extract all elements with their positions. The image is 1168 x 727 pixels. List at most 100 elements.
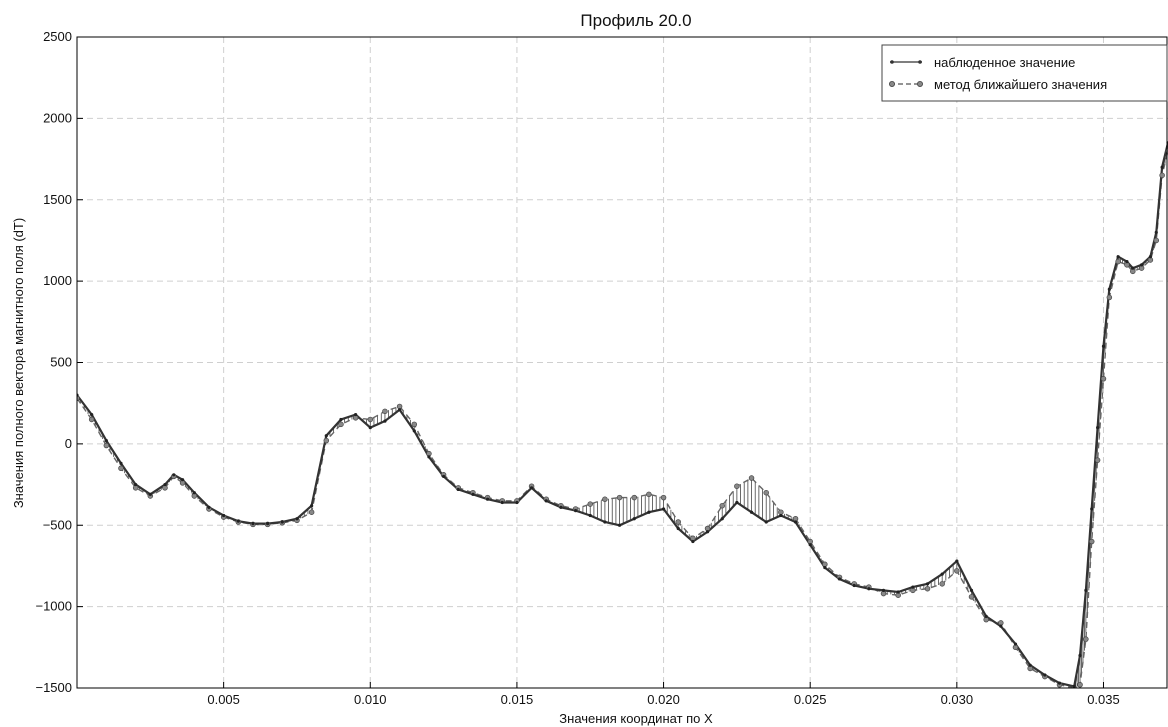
series-observed-point [1078,653,1082,658]
series-observed-point [999,624,1003,628]
series-nearest-point [1088,538,1095,545]
series-observed-point [881,588,886,592]
series-nearest-point [968,594,975,600]
series-observed-point [1101,344,1106,348]
tick-layer: 0.005 0.010 0.015 0.020 0.025 0.030 0.035 −1500… [35,29,1119,707]
x-tick-label: 0.015 [501,692,534,707]
series-observed-point [180,478,185,482]
x-tick-label: 0.010 [354,692,387,707]
series-observed-point [441,474,446,479]
series-observed-point [251,522,255,526]
y-tick-label: −1000 [35,599,72,614]
series-observed-point [500,500,504,505]
series-nearest-point [939,581,945,587]
series-observed-point [90,412,94,417]
series-observed-point [720,517,724,521]
series-observed-point [837,577,842,581]
series-observed-point [544,499,548,503]
series-observed-point [632,517,636,521]
series-observed-point [940,572,944,576]
series-observed-point [955,559,959,563]
series-nearest-point [646,491,652,498]
series-observed-point [676,526,680,531]
series-observed-point [1084,588,1088,592]
series-observed-point [867,587,871,591]
grid-layer [77,37,1168,688]
series-observed-point [368,426,372,430]
y-tick-label: 2000 [43,110,72,125]
series-observed-point [266,522,270,526]
series-observed-point [1107,287,1111,291]
legend-box [881,44,1168,102]
y-tick-label: 1500 [43,192,72,207]
legend-marker-nearest-dot [889,81,896,88]
chart-title: Профиль 20.0 [580,11,691,30]
series-observed-point [222,513,226,518]
series-nearest-point [1083,636,1089,642]
series-nearest-point [924,585,931,592]
legend-marker-observed-dot [918,60,922,64]
series-observed-point [280,520,284,524]
series-observed-point [984,614,988,618]
series-nearest-point [719,502,725,509]
series-observed-point [925,582,930,586]
series-observed-point [735,500,739,505]
series-nearest-point [1106,294,1113,301]
y-tick-label: 2500 [43,29,72,44]
series-observed-point [456,487,460,492]
legend-marker-nearest-dot [917,81,924,88]
series-observed-point [911,585,915,589]
series-observed-point [1116,255,1120,259]
series-observed-point [588,513,592,518]
series-nearest-point [338,421,344,428]
series-observed-point [427,455,431,459]
series-observed-point [163,482,167,487]
y-tick-label: −500 [43,517,72,532]
x-tick-label: 0.025 [794,692,827,707]
x-tick-label: 0.030 [941,692,974,707]
series-nearest-point [631,494,637,501]
series-observed-point [793,520,798,524]
series-observed-point [749,510,754,514]
x-tick-label: 0.005 [207,692,240,707]
series-observed-point [603,520,607,524]
y-tick-label: 500 [50,355,72,370]
x-tick-label: 0.035 [1087,692,1120,707]
plot-layer [77,141,1168,688]
series-observed-point [1028,663,1032,667]
series-nearest-point [1159,172,1165,179]
series-nearest-point [1153,237,1160,244]
series-observed-point [529,486,534,490]
series-nearest-point [382,408,388,415]
series-observed-point [236,519,240,523]
x-axis-label: Значения координат по X [559,711,713,726]
series-observed-point [705,530,710,534]
series-observed-point [896,590,900,594]
series-observed-point [398,408,402,412]
series-nearest-point [1077,681,1083,688]
series-observed-point [515,500,519,505]
series-observed-point [148,492,152,496]
series-nearest-point [118,465,124,472]
series-observed-point [823,565,827,570]
series-observed-point [559,505,563,509]
series-observed-point [1013,642,1018,646]
series-observed-point [104,439,108,443]
y-tick-label: 0 [65,436,72,451]
y-tick-label: −1500 [35,680,72,695]
series-observed-point [354,412,358,417]
series-observed-point [1096,426,1100,430]
series-observed-point [1125,259,1129,264]
series-observed-point [808,543,812,547]
series-observed-point [573,509,578,513]
series-nearest-point [587,501,593,507]
series-observed-point [485,497,490,501]
series-observed-point [647,510,651,514]
series-nearest-point [367,416,374,423]
series-observed-point [324,434,328,438]
series-nearest-point [954,568,960,574]
series-nearest-point [88,416,95,423]
series-observed-point [1140,263,1144,267]
